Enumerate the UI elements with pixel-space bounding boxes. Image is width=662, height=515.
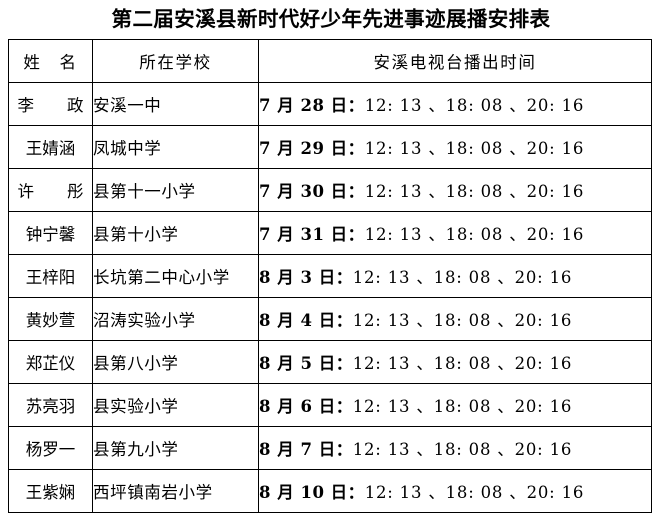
broadcast-times: 12: 13 、18: 08 、20: 16 <box>352 397 573 416</box>
cell-student-name: 李 政 <box>8 82 93 126</box>
cell-student-name: 苏亮羽 <box>8 383 93 427</box>
broadcast-times: 12: 13 、18: 08 、20: 16 <box>364 96 585 115</box>
schedule-table-container: 姓 名 所在学校 安溪电视台播出时间 李 政安溪一中 7 月 28 日：12: 1… <box>8 39 652 513</box>
cell-broadcast-time: 8 月 7 日：12: 13 、18: 08 、20: 16 <box>258 426 652 470</box>
broadcast-date: 8 月 3 日： <box>259 268 353 287</box>
cell-school: 县实验小学 <box>92 383 259 427</box>
broadcast-times: 12: 13 、18: 08 、20: 16 <box>364 483 585 502</box>
column-header-broadcast-time: 安溪电视台播出时间 <box>258 39 652 83</box>
schedule-table: 姓 名 所在学校 安溪电视台播出时间 李 政安溪一中 7 月 28 日：12: 1… <box>8 39 652 513</box>
broadcast-date: 7 月 31 日： <box>259 225 365 244</box>
cell-broadcast-time: 8 月 3 日：12: 13 、18: 08 、20: 16 <box>258 254 652 298</box>
table-row: 钟宁馨 县第十小学 7 月 31 日：12: 13 、18: 08 、20: 16 <box>8 211 652 255</box>
table-header: 姓 名 所在学校 安溪电视台播出时间 <box>8 39 652 83</box>
broadcast-times: 12: 13 、18: 08 、20: 16 <box>364 139 585 158</box>
cell-school: 沼涛实验小学 <box>92 297 259 341</box>
cell-school: 凤城中学 <box>92 125 259 169</box>
broadcast-date: 8 月 5 日： <box>259 354 353 373</box>
column-header-school: 所在学校 <box>92 39 259 83</box>
cell-broadcast-time: 7 月 28 日：12: 13 、18: 08 、20: 16 <box>258 82 652 126</box>
broadcast-times: 12: 13 、18: 08 、20: 16 <box>352 354 573 373</box>
cell-student-name: 王梓阳 <box>8 254 93 298</box>
broadcast-date: 7 月 28 日： <box>259 96 365 115</box>
table-row: 郑芷仪 县第八小学 8 月 5 日：12: 13 、18: 08 、20: 16 <box>8 340 652 384</box>
cell-school: 县第九小学 <box>92 426 259 470</box>
table-row: 黄妙萱 沼涛实验小学 8 月 4 日：12: 13 、18: 08 、20: 16 <box>8 297 652 341</box>
broadcast-times: 12: 13 、18: 08 、20: 16 <box>352 311 573 330</box>
table-row: 苏亮羽 县实验小学 8 月 6 日：12: 13 、18: 08 、20: 16 <box>8 383 652 427</box>
broadcast-date: 8 月 10 日： <box>259 483 365 502</box>
cell-broadcast-time: 7 月 29 日：12: 13 、18: 08 、20: 16 <box>258 125 652 169</box>
cell-broadcast-time: 8 月 4 日：12: 13 、18: 08 、20: 16 <box>258 297 652 341</box>
table-row: 杨罗一 县第九小学 8 月 7 日：12: 13 、18: 08 、20: 16 <box>8 426 652 470</box>
cell-school: 县第八小学 <box>92 340 259 384</box>
cell-school: 县第十一小学 <box>92 168 259 212</box>
broadcast-date: 8 月 7 日： <box>259 440 353 459</box>
broadcast-times: 12: 13 、18: 08 、20: 16 <box>352 440 573 459</box>
broadcast-times: 12: 13 、18: 08 、20: 16 <box>364 182 585 201</box>
page-title: 第二届安溪县新时代好少年先进事迹展播安排表 <box>111 7 551 31</box>
broadcast-times: 12: 13 、18: 08 、20: 16 <box>352 268 573 287</box>
column-header-name: 姓 名 <box>8 39 93 83</box>
cell-school: 县第十小学 <box>92 211 259 255</box>
cell-student-name: 王紫娴 <box>8 469 93 513</box>
cell-broadcast-time: 7 月 30 日：12: 13 、18: 08 、20: 16 <box>258 168 652 212</box>
cell-school: 长坑第二中心小学 <box>92 254 259 298</box>
table-row: 李 政安溪一中 7 月 28 日：12: 13 、18: 08 、20: 16 <box>8 82 652 126</box>
broadcast-times: 12: 13 、18: 08 、20: 16 <box>364 225 585 244</box>
cell-student-name: 黄妙萱 <box>8 297 93 341</box>
cell-school: 安溪一中 <box>92 82 259 126</box>
table-row: 王梓阳 长坑第二中心小学 8 月 3 日：12: 13 、18: 08 、20: 1… <box>8 254 652 298</box>
table-row: 王婧涵 凤城中学 7 月 29 日：12: 13 、18: 08 、20: 16 <box>8 125 652 169</box>
broadcast-date: 7 月 30 日： <box>259 182 365 201</box>
cell-student-name: 钟宁馨 <box>8 211 93 255</box>
cell-broadcast-time: 8 月 10 日：12: 13 、18: 08 、20: 16 <box>258 469 652 513</box>
cell-student-name: 郑芷仪 <box>8 340 93 384</box>
cell-broadcast-time: 7 月 31 日：12: 13 、18: 08 、20: 16 <box>258 211 652 255</box>
table-row: 许 彤县第十一小学 7 月 30 日：12: 13 、18: 08 、20: 16 <box>8 168 652 212</box>
broadcast-date: 8 月 6 日： <box>259 397 353 416</box>
broadcast-date: 7 月 29 日： <box>259 139 365 158</box>
cell-student-name: 杨罗一 <box>8 426 93 470</box>
table-row: 王紫娴 西坪镇南岩小学 8 月 10 日：12: 13 、18: 08 、20: 1… <box>8 469 652 513</box>
cell-student-name: 许 彤 <box>8 168 93 212</box>
broadcast-date: 8 月 4 日： <box>259 311 353 330</box>
cell-broadcast-time: 8 月 5 日：12: 13 、18: 08 、20: 16 <box>258 340 652 384</box>
cell-school: 西坪镇南岩小学 <box>92 469 259 513</box>
cell-broadcast-time: 8 月 6 日：12: 13 、18: 08 、20: 16 <box>258 383 652 427</box>
table-header-row: 姓 名 所在学校 安溪电视台播出时间 <box>8 39 652 83</box>
table-body: 李 政安溪一中 7 月 28 日：12: 13 、18: 08 、20: 16 王婧… <box>8 82 652 513</box>
cell-student-name: 王婧涵 <box>8 125 93 169</box>
